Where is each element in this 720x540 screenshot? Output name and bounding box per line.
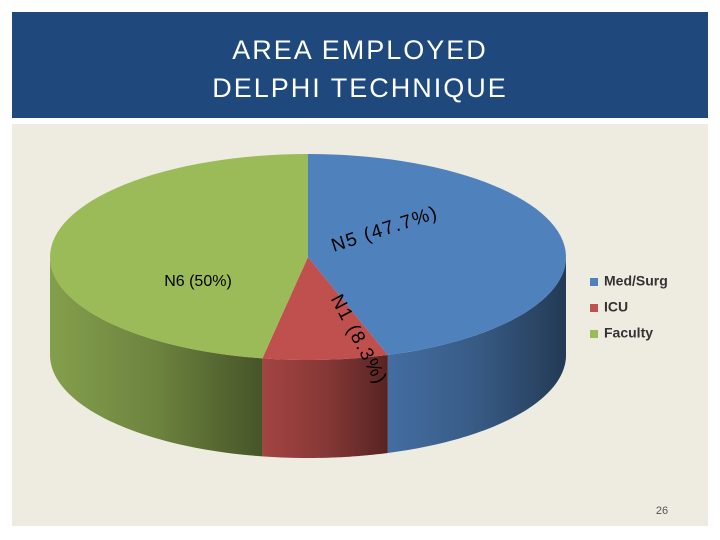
value-label: N6 (50%) (164, 273, 232, 290)
legend-swatch (590, 330, 598, 338)
page-number: 26 (656, 505, 668, 517)
header-band (12, 12, 708, 118)
pie-side-shade (50, 257, 263, 457)
legend-label: Faculty (604, 325, 653, 341)
pie-side-shade (387, 257, 566, 453)
pie-slice (308, 154, 566, 355)
pie-slice (262, 257, 388, 360)
legend-swatch (590, 304, 598, 312)
title-line: AREA EMPLOYED (232, 35, 488, 65)
legend-label: Med/Surg (604, 273, 668, 289)
legend-swatch (590, 278, 598, 286)
legend-label: ICU (604, 299, 628, 315)
pie-slice (50, 154, 309, 359)
title-line: DELPHI TECHNIQUE (212, 73, 508, 103)
pie-side-shade (262, 354, 388, 458)
